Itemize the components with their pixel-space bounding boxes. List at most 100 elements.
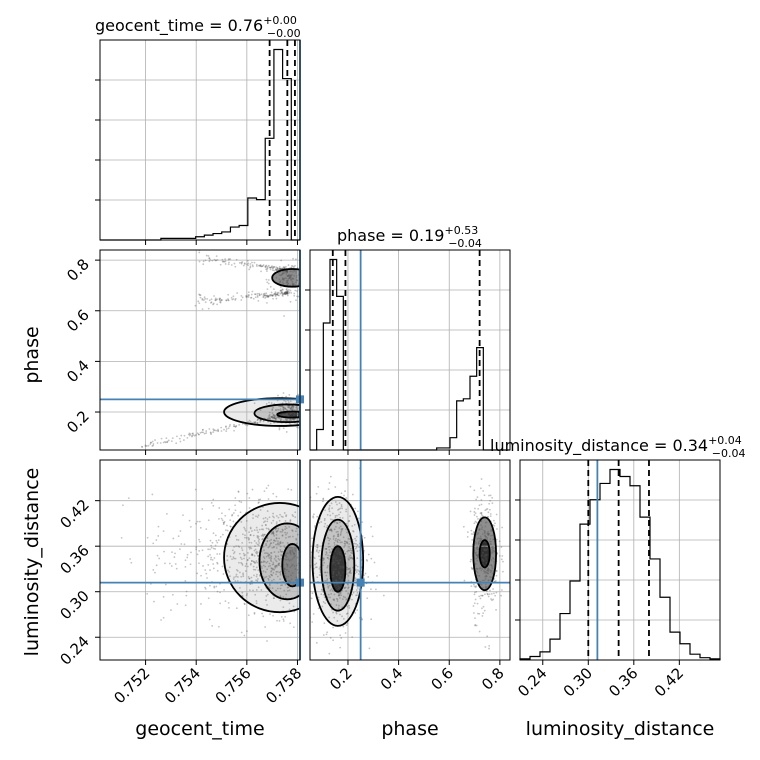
sample-point: [323, 517, 326, 520]
sample-point: [286, 292, 288, 295]
sample-point: [141, 445, 143, 448]
sample-point: [341, 517, 344, 519]
sample-point: [330, 528, 333, 530]
sample-point: [260, 565, 263, 568]
sample-point: [293, 412, 295, 415]
sample-point: [266, 593, 269, 596]
sample-point: [304, 405, 306, 407]
sample-point: [279, 292, 282, 295]
sample-point: [288, 393, 291, 396]
x-tick-label: 0.6: [427, 664, 457, 694]
sample-point: [301, 408, 303, 410]
sample-point: [305, 547, 307, 549]
sample-point: [158, 557, 161, 560]
sample-point: [268, 545, 271, 548]
sample-point: [282, 278, 285, 281]
sample-point: [304, 530, 306, 532]
sample-point: [260, 293, 263, 296]
sample-point: [474, 586, 477, 589]
sample-point: [172, 537, 175, 540]
sample-point: [200, 603, 202, 605]
sample-point: [272, 417, 274, 420]
sample-point: [295, 539, 298, 541]
sample-point: [347, 583, 349, 586]
sample-point: [304, 400, 306, 402]
sample-point: [283, 589, 286, 592]
sample-point: [339, 597, 341, 599]
sample-point: [326, 578, 329, 580]
sample-point: [280, 515, 283, 518]
sample-point: [258, 542, 261, 544]
sample-point: [473, 522, 476, 525]
sample-point: [282, 620, 285, 622]
ylabel-phase: phase: [21, 326, 43, 383]
sample-point: [296, 568, 299, 571]
sample-point: [265, 278, 268, 281]
sample-point: [215, 429, 218, 432]
sample-point: [183, 434, 186, 437]
sample-point: [213, 295, 215, 297]
sample-point: [486, 532, 489, 535]
sample-point: [480, 567, 483, 570]
sample-point: [256, 422, 259, 424]
sample-point: [275, 531, 278, 533]
sample-point: [270, 415, 273, 418]
sample-point: [157, 525, 160, 528]
sample-point: [312, 535, 314, 537]
sample-point: [292, 418, 295, 420]
sample-point: [207, 597, 210, 600]
sample-point: [287, 288, 290, 291]
sample-point: [470, 585, 473, 588]
sample-point: [484, 537, 487, 540]
sample-point: [295, 564, 298, 567]
sample-point: [332, 559, 335, 562]
sample-point: [153, 600, 155, 603]
sample-point: [253, 421, 255, 424]
sample-point: [284, 528, 286, 531]
sample-point: [270, 538, 273, 541]
sample-point: [255, 600, 258, 602]
sample-point: [322, 559, 325, 562]
sample-point: [196, 553, 199, 556]
sample-point: [274, 567, 276, 569]
sample-point: [348, 549, 351, 552]
sample-point: [278, 417, 281, 420]
sample-point: [265, 294, 268, 297]
sample-point: [264, 571, 267, 573]
sample-point: [223, 428, 225, 431]
sample-point: [489, 513, 492, 515]
sample-point: [251, 554, 253, 556]
sample-point: [255, 263, 258, 266]
sample-point: [268, 562, 271, 565]
sample-point: [254, 296, 257, 299]
sample-point: [330, 593, 333, 595]
sample-point: [329, 636, 332, 639]
sample-point: [230, 296, 233, 299]
sample-point: [227, 427, 230, 430]
sample-point: [205, 432, 208, 434]
sample-point: [331, 518, 334, 521]
sample-point: [323, 561, 326, 564]
sample-point: [196, 572, 199, 575]
sample-point: [474, 552, 477, 554]
sample-point: [484, 549, 487, 552]
sample-point: [220, 426, 223, 429]
sample-point: [474, 553, 477, 556]
sample-point: [269, 418, 272, 421]
sample-point: [334, 662, 336, 664]
sample-point: [354, 547, 357, 550]
sample-point: [500, 558, 503, 561]
sample-point: [270, 573, 272, 576]
sample-point: [485, 562, 488, 564]
sample-point: [337, 559, 339, 562]
sample-point: [482, 563, 484, 565]
sample-point: [355, 564, 358, 567]
sample-point: [282, 406, 285, 409]
sample-point: [326, 583, 329, 586]
sample-point: [305, 580, 307, 582]
sample-point: [346, 612, 349, 615]
sample-point: [257, 540, 260, 542]
sample-point: [486, 568, 489, 570]
sample-point: [289, 520, 292, 523]
sample-point: [205, 430, 208, 432]
